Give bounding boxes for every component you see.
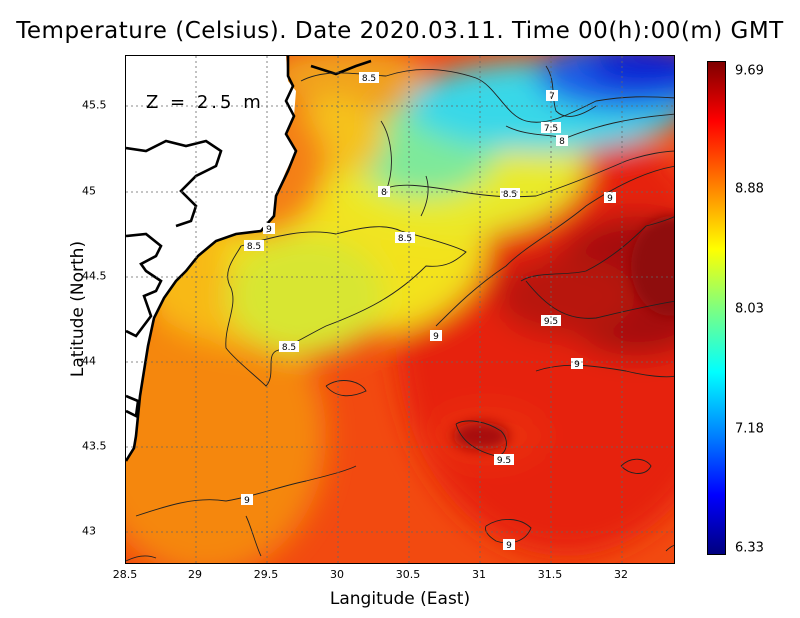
colorbar-tick: 6.33 — [735, 540, 764, 556]
x-tick: 30 — [330, 568, 344, 581]
map-canvas: 8.5 7 7.5 8 8 8.5 9 8.5 8.5 9 8.5 9.5 9 … — [126, 56, 674, 563]
grid-lines — [126, 56, 674, 563]
contour-label: 9 — [266, 225, 272, 235]
y-tick: 44.5 — [82, 269, 107, 283]
contour-label: 8 — [559, 137, 565, 147]
x-tick: 31.5 — [537, 568, 563, 581]
contour-label: 8.5 — [398, 234, 412, 244]
colorbar-tick: 8.03 — [735, 301, 764, 317]
y-tick: 44 — [82, 354, 96, 368]
contour-label: 9 — [506, 541, 512, 551]
contour-label: 7.5 — [544, 124, 558, 134]
x-tick: 31 — [472, 568, 486, 581]
depth-label: Z = 2.5 m — [146, 92, 264, 113]
colorbar-tick: 8.88 — [735, 181, 764, 197]
x-axis-label: Langitude (East) — [329, 589, 471, 609]
x-tick: 29.5 — [253, 568, 279, 581]
contour-label: 9 — [607, 194, 613, 204]
contour-label: 9 — [433, 332, 439, 342]
contour-label: 9.5 — [497, 456, 511, 466]
x-tick: 29 — [188, 568, 202, 581]
contour-label: 8 — [381, 188, 387, 198]
contour-label: 7 — [549, 92, 555, 102]
y-tick: 45 — [82, 184, 96, 198]
colorbar — [707, 61, 726, 555]
x-tick: 32 — [614, 568, 628, 581]
contour-label: 8.5 — [503, 190, 517, 200]
x-tick: 28.5 — [112, 568, 138, 581]
y-axis-label: Latitude (North) — [68, 240, 88, 378]
y-tick: 45.5 — [82, 98, 107, 112]
coastline — [126, 56, 372, 462]
temperature-map: 8.5 7 7.5 8 8 8.5 9 8.5 8.5 9 8.5 9.5 9 … — [125, 55, 675, 564]
contour-label: 9 — [244, 496, 250, 506]
contour-label: 8.5 — [247, 242, 261, 252]
x-tick: 30.5 — [395, 568, 421, 581]
map-title: Temperature (Celsius). Date 2020.03.11. … — [16, 18, 784, 44]
contour-label: 8.5 — [362, 74, 376, 84]
land-mass — [126, 56, 296, 461]
colorbar-tick: 9.69 — [735, 63, 764, 79]
y-tick: 43 — [82, 524, 96, 538]
contour-label-group: 8.5 7 7.5 8 8 8.5 9 8.5 8.5 9 8.5 9.5 9 … — [241, 72, 616, 551]
contour-label: 9 — [574, 360, 580, 370]
colorbar-tick: 7.18 — [735, 421, 764, 437]
y-tick: 43.5 — [82, 439, 107, 453]
contour-label: 8.5 — [282, 343, 296, 353]
